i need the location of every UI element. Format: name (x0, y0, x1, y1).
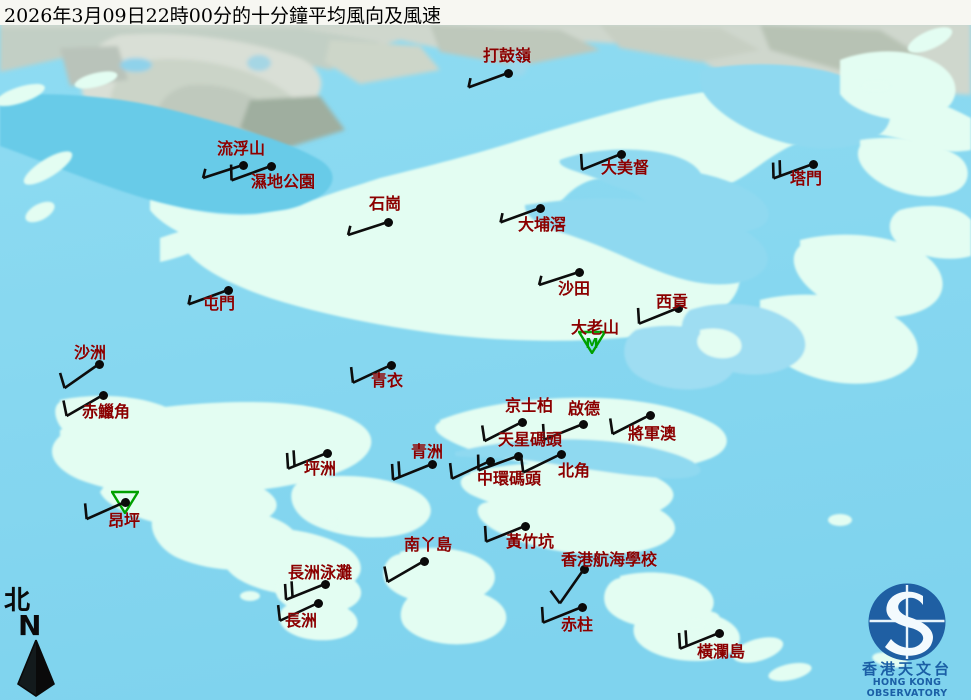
station-label: 石崗 (369, 194, 402, 213)
station-label: 昂坪 (108, 511, 141, 530)
station-dot (419, 556, 429, 566)
station-label: 大美督 (601, 158, 650, 177)
svg-text:M: M (586, 337, 599, 352)
station-dot (322, 448, 332, 458)
station-label: 赤柱 (561, 615, 594, 634)
north-arrow-cjk-label: 北 (4, 586, 31, 616)
station-label: 大埔滘 (518, 215, 567, 234)
station-dot (238, 160, 248, 170)
north-arrow-latin-label: N (18, 609, 42, 642)
station-label: 赤鱲角 (82, 402, 131, 421)
station-dot (266, 161, 276, 171)
lantau-island (52, 395, 431, 596)
station-dot (520, 521, 530, 531)
station-label: 長洲泳灘 (288, 563, 353, 582)
north-arrow-needle (17, 639, 55, 697)
station-label: 青衣 (371, 371, 404, 390)
station-label: 坪洲 (304, 459, 337, 478)
station-label: 流浮山 (217, 139, 266, 158)
station-label: 中環碼頭 (477, 469, 542, 488)
station-label: 南丫島 (404, 535, 453, 554)
station-dot (120, 497, 130, 507)
station-dot (808, 159, 818, 169)
station-label: 天星碼頭 (498, 430, 563, 449)
station-dot (574, 267, 584, 277)
hko-logo: 香港天文台 HONG KONG OBSERVATORY (848, 583, 966, 699)
station-label: 將軍澳 (628, 424, 677, 443)
sai-kung-land (624, 51, 971, 390)
station-dot (513, 451, 523, 461)
station-offline-triangle-icon: M (578, 330, 606, 354)
station-label: 沙田 (558, 279, 591, 298)
station-label: 北角 (558, 461, 591, 480)
station-label: 啟德 (568, 399, 601, 418)
station-label: 京士柏 (505, 396, 554, 415)
station-dot (485, 456, 495, 466)
hko-logo-cjk: 香港天文台 (861, 660, 952, 678)
station-dot (98, 390, 108, 400)
station-dot (313, 598, 323, 608)
station-dot (578, 419, 588, 429)
station-label: 青洲 (411, 442, 444, 461)
station-dot (577, 602, 587, 612)
station-label: 大老山 (571, 318, 620, 337)
station-dot (645, 410, 655, 420)
hko-logo-english: HONG KONG OBSERVATORY (866, 677, 948, 699)
deep-bay-water (0, 94, 333, 214)
station-label: 濕地公園 (251, 172, 316, 191)
station-label: 黃竹坑 (506, 532, 555, 551)
station-dot (517, 417, 527, 427)
station-dot (535, 203, 545, 213)
station-dot (714, 628, 724, 638)
north-arrow: 北 N (4, 588, 66, 698)
station-dot (556, 449, 566, 459)
station-label: 橫瀾島 (697, 642, 746, 661)
title-bar: 2026年3月09日22時00分的十分鐘平均風向及風速 (0, 0, 971, 25)
station-dot (383, 217, 393, 227)
station-label: 沙洲 (74, 343, 107, 362)
station-dot (386, 360, 396, 370)
page-title: 2026年3月09日22時00分的十分鐘平均風向及風速 (4, 5, 441, 25)
station-label: 塔門 (790, 169, 823, 188)
station-label: 長洲 (285, 611, 318, 630)
station-dot (503, 68, 513, 78)
hko-emblem-icon (868, 583, 946, 661)
station-label: 香港航海學校 (561, 550, 658, 569)
station-label: 屯門 (203, 294, 236, 313)
station-label: 打鼓嶺 (483, 46, 532, 65)
station-label: 西貢 (656, 292, 689, 311)
